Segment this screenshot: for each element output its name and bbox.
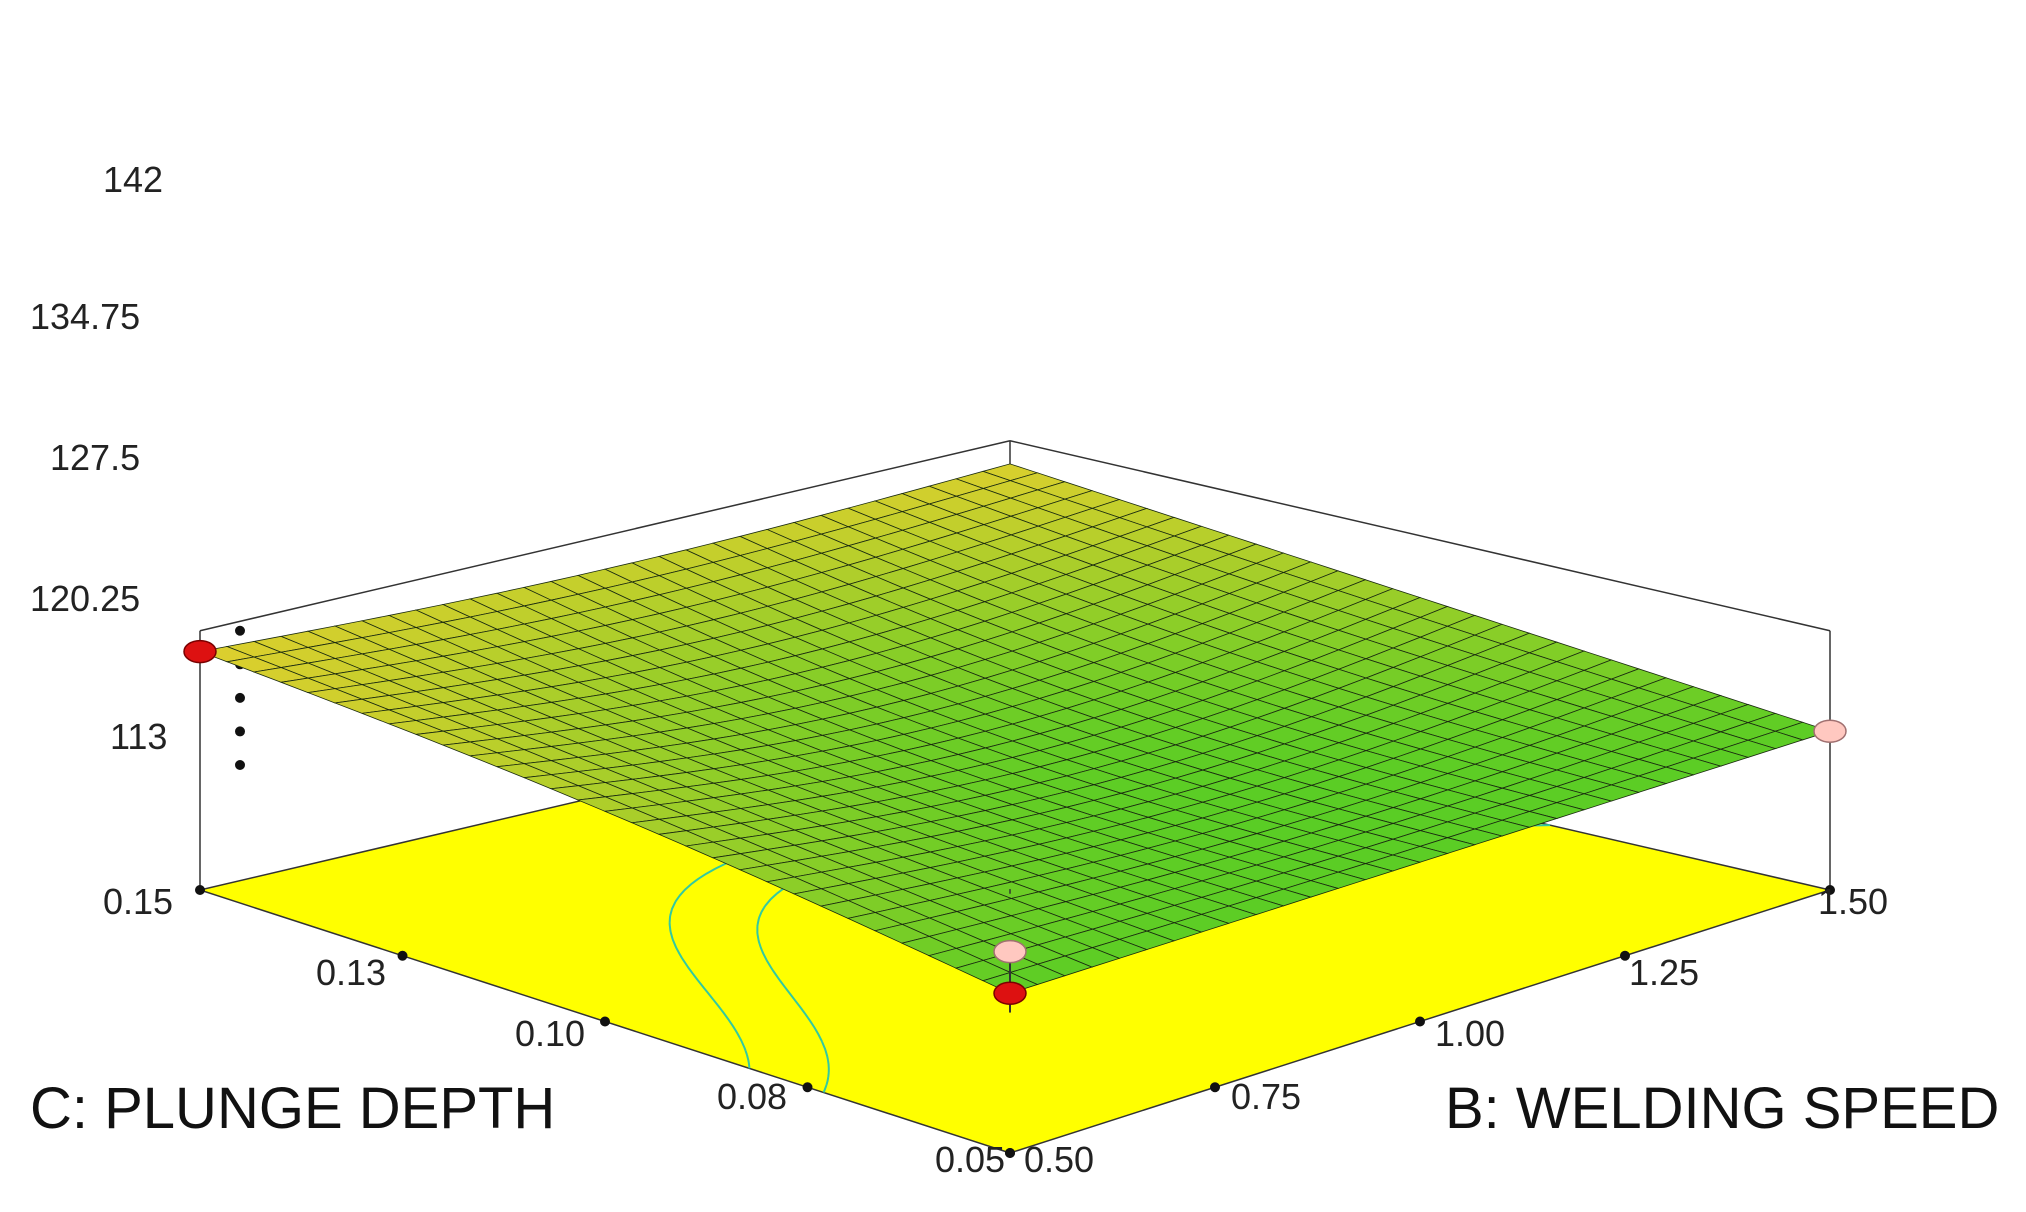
z-tick-label-113: 113 bbox=[110, 716, 167, 757]
welding-speed-tick-mark-2 bbox=[1415, 1016, 1425, 1027]
box-edge-top-right bbox=[1009, 439, 1831, 632]
welding-speed-tick-1-00: 1.00 bbox=[1435, 1013, 1505, 1054]
plunge-depth-axis-title: C: PLUNGE DEPTH bbox=[30, 1076, 555, 1141]
welding-speed-axis-title: B: WELDING SPEED bbox=[1445, 1076, 1999, 1141]
box-edge-top-left bbox=[199, 439, 1011, 632]
design-point-2 bbox=[993, 939, 1027, 964]
z-tick-mark-1 bbox=[235, 726, 245, 737]
plunge-depth-tick-mark-2 bbox=[600, 1016, 610, 1027]
plunge-depth-tick-0-13: 0.13 bbox=[316, 952, 386, 993]
plunge-depth-tick-0-15: 0.15 bbox=[103, 881, 173, 922]
plunge-depth-tick-mark-0 bbox=[195, 885, 205, 895]
z-tick-label-134-75: 134.75 bbox=[30, 296, 140, 337]
design-point-0 bbox=[183, 639, 217, 664]
welding-speed-tick-mark-3 bbox=[1620, 950, 1630, 961]
z-tick-mark-0 bbox=[235, 760, 245, 770]
z-tick-label-127-5: 127.5 bbox=[50, 437, 140, 478]
plunge-depth-tick-mark-4 bbox=[1005, 1148, 1015, 1158]
welding-speed-tick-mark-4 bbox=[1825, 885, 1835, 895]
z-tick-label-120-25: 120.25 bbox=[30, 578, 140, 619]
z-tick-mark-2 bbox=[235, 692, 245, 703]
plunge-depth-tick-0-08: 0.08 bbox=[717, 1076, 787, 1117]
welding-speed-tick-1-25: 1.25 bbox=[1629, 952, 1699, 993]
welding-speed-tick-mark-1 bbox=[1210, 1082, 1220, 1093]
plunge-depth-tick-0-10: 0.10 bbox=[515, 1013, 585, 1054]
plunge-depth-tick-mark-1 bbox=[397, 950, 408, 961]
welding-speed-tick-0-50: 0.50 bbox=[1024, 1139, 1094, 1180]
z-tick-mark-4 bbox=[235, 625, 245, 636]
design-point-1 bbox=[993, 981, 1027, 1006]
design-points bbox=[183, 639, 1847, 1006]
design-point-3 bbox=[1813, 719, 1847, 743]
response-surface bbox=[198, 463, 1832, 994]
welding-speed-tick-1-50: 1.50 bbox=[1818, 881, 1888, 922]
z-tick-label-142: 142 bbox=[103, 159, 163, 200]
plunge-depth-tick-0-05: 0.05 bbox=[935, 1139, 1005, 1180]
plunge-depth-tick-mark-3 bbox=[802, 1082, 813, 1093]
welding-speed-tick-0-75: 0.75 bbox=[1231, 1076, 1301, 1117]
